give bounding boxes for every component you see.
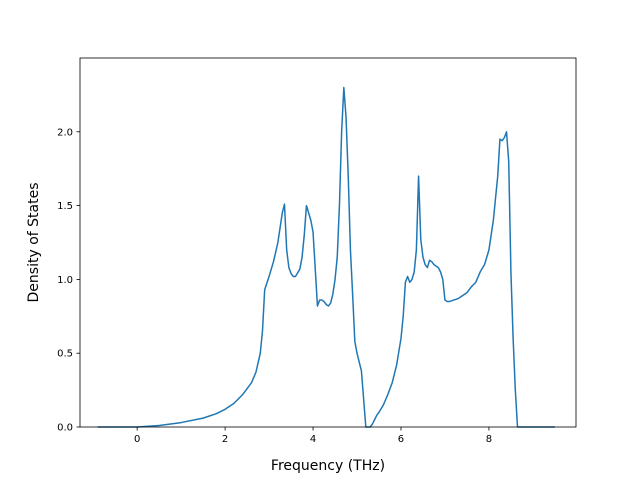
plot-area [97, 86, 555, 428]
series-line-0 [97, 86, 555, 428]
x-tick-label: 2 [222, 434, 228, 445]
x-tick-label: 4 [310, 434, 316, 445]
y-tick-label: 1.0 [57, 275, 73, 286]
y-tick-label: 1.5 [57, 201, 73, 212]
y-tick-label: 0.5 [57, 349, 73, 360]
x-axis-label: Frequency (THz) [271, 458, 385, 474]
axes-frame [79, 57, 577, 428]
x-tick-label: 0 [134, 434, 140, 445]
x-tick-label: 8 [486, 434, 492, 445]
axis-ticks: 0 2 4 6 8 0.0 0.5 1.0 1.5 2.0 [57, 127, 492, 445]
x-tick-label: 6 [398, 434, 404, 445]
y-tick-label: 0.0 [57, 423, 73, 434]
y-tick-label: 2.0 [57, 127, 73, 138]
y-axis-label: Density of States [26, 183, 42, 303]
